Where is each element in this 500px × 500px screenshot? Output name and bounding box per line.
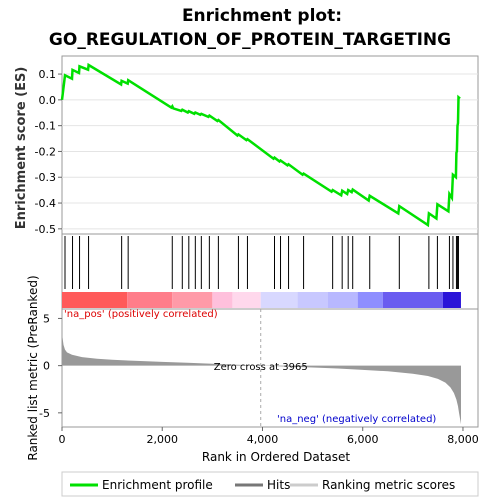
- es-y-axis-label: Enrichment score (ES): [14, 67, 29, 230]
- legend-box: [61, 471, 479, 497]
- rank-y-tick-label: -5: [39, 407, 50, 420]
- legend-es-label: Enrichment profile: [102, 478, 213, 492]
- enrichment-profile-line: [60, 62, 461, 228]
- es-y-tick-label: -0.5: [35, 223, 56, 236]
- x-tick-label: 4,000: [247, 433, 279, 446]
- chart-title: Enrichment plot:: [182, 6, 342, 26]
- rank-y-ticks: 5 0 -5: [39, 312, 62, 420]
- x-tick-label: 8,000: [447, 433, 479, 446]
- rank-color-segment: [442, 292, 461, 308]
- legend-hits-label: Hits: [267, 478, 290, 492]
- es-gridlines: [62, 73, 478, 230]
- rank-color-segment: [232, 292, 261, 308]
- rank-color-segment: [172, 292, 213, 308]
- rank-color-segment: [127, 292, 173, 308]
- rank-x-ticks: 0 2,000 4,000 6,000 8,000: [59, 427, 479, 446]
- es-panel-frame: [61, 55, 479, 235]
- es-y-tick-label: -0.3: [35, 171, 56, 184]
- neg-correlated-label: 'na_neg' (negatively correlated): [277, 414, 436, 425]
- rank-color-segment: [297, 292, 328, 308]
- rank-y-tick-label: 0: [43, 360, 50, 373]
- es-y-tick-label: -0.4: [35, 197, 56, 210]
- rank-y-tick-label: 5: [43, 312, 50, 325]
- rank-color-segment: [62, 292, 128, 308]
- zero-cross-label: Zero cross at 3965: [214, 362, 308, 373]
- pos-correlated-label: 'na_pos' (positively correlated): [64, 309, 218, 320]
- chart-subtitle: GO_REGULATION_OF_PROTEIN_TARGETING: [49, 30, 451, 50]
- rank-color-segment: [212, 292, 233, 308]
- legend-metric-label: Ranking metric scores: [322, 478, 455, 492]
- hits-lines: [64, 236, 459, 289]
- x-tick-label: 2,000: [146, 433, 178, 446]
- x-tick-label: 6,000: [347, 433, 379, 446]
- es-y-tick-label: -0.2: [35, 145, 56, 158]
- es-y-ticks: 0.1 0.0 -0.1 -0.2 -0.3 -0.4 -0.5: [35, 68, 62, 236]
- rank-color-segment: [382, 292, 443, 308]
- rank-color-segment: [260, 292, 298, 308]
- x-axis-label: Rank in Ordered Dataset: [202, 450, 350, 464]
- rank-color-segment: [327, 292, 358, 308]
- es-y-tick-label: 0.1: [39, 68, 57, 81]
- rank-color-bar: [62, 292, 461, 308]
- rank-y-axis-label: Ranked list metric (PreRanked): [26, 275, 40, 460]
- es-y-tick-label: -0.1: [35, 120, 56, 133]
- rank-color-segment: [357, 292, 383, 308]
- es-y-tick-label: 0.0: [39, 94, 57, 107]
- x-tick-label: 0: [59, 433, 66, 446]
